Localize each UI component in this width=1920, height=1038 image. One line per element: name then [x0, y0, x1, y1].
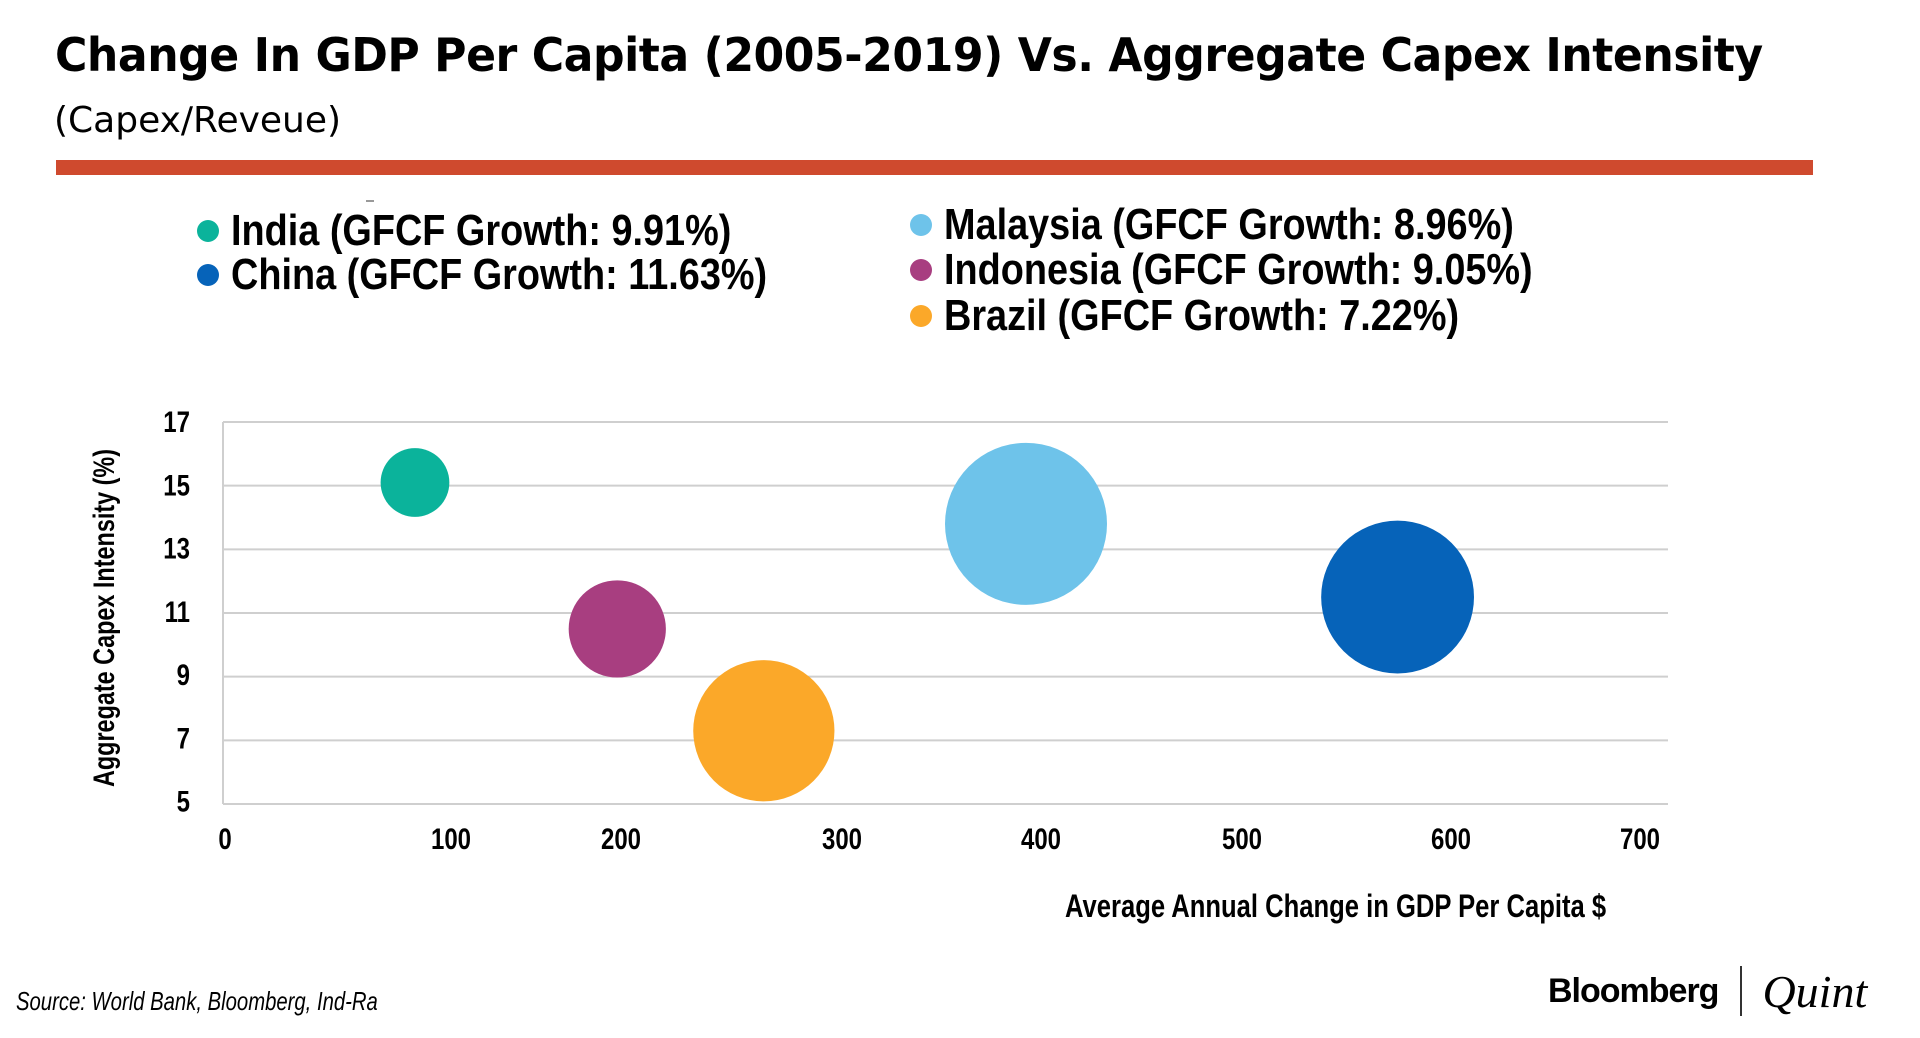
legend-dot-icon [910, 259, 932, 281]
bubble-malaysia [945, 442, 1108, 605]
legend-label: Brazil (GFCF Growth: 7.22%) [944, 291, 1460, 340]
legend-dot-icon [910, 214, 932, 236]
y-tick-label: 7 [177, 721, 190, 755]
legend-item-india: India (GFCF Growth: 9.91%) [197, 206, 813, 256]
y-tick-label: 5 [177, 784, 190, 818]
y-axis-title: Aggregate Capex Intensity (%) [88, 401, 122, 834]
x-tick-label: 400 [1021, 821, 1061, 855]
legend-label: Malaysia (GFCF Growth: 8.96%) [944, 200, 1514, 249]
x-tick-label: 200 [601, 821, 641, 855]
legend-label: India (GFCF Growth: 9.91%) [231, 206, 732, 255]
quint-logo-text: Quint [1762, 965, 1868, 1017]
bloomberg-logo-text: Bloomberg [1548, 971, 1719, 1010]
y-tick-label: 17 [163, 404, 190, 438]
x-tick-labels: 0 100 200 300 400 500 600 700 [218, 821, 1660, 855]
x-tick-label: 100 [431, 821, 471, 855]
logo-divider [1740, 966, 1743, 1016]
y-tick-label: 11 [165, 594, 190, 628]
legend-item-china: China (GFCF Growth: 11.63%) [197, 250, 854, 300]
bubble-brazil [693, 660, 835, 802]
publisher-logo: Bloomberg Quint [1548, 965, 1868, 1017]
x-tick-label: 700 [1620, 821, 1660, 855]
bubbles [380, 442, 1474, 802]
stray-mark [366, 200, 374, 202]
chart-title: Change In GDP Per Capita (2005-2019) Vs.… [55, 28, 1763, 82]
x-axis-title: Average Annual Change in GDP Per Capita … [1065, 888, 1607, 924]
bubble-china [1321, 520, 1474, 674]
x-tick-label: 0 [218, 821, 231, 855]
x-tick-label: 500 [1222, 821, 1262, 855]
bubble-india [380, 448, 450, 517]
x-tick-label: 600 [1431, 821, 1471, 855]
y-tick-labels: 17 15 13 11 9 7 5 [163, 404, 190, 818]
bubble-indonesia [568, 580, 666, 678]
x-tick-label: 300 [822, 821, 862, 855]
y-axis-title-text: Aggregate Capex Intensity (%) [88, 448, 121, 788]
legend-dot-icon [197, 220, 219, 242]
legend-label: China (GFCF Growth: 11.63%) [231, 250, 768, 299]
legend-label: Indonesia (GFCF Growth: 9.05%) [944, 245, 1533, 294]
title-rule [56, 160, 1813, 175]
legend-item-malaysia: Malaysia (GFCF Growth: 8.96%) [910, 200, 1607, 250]
legend-item-brazil: Brazil (GFCF Growth: 7.22%) [910, 291, 1543, 341]
y-tick-label: 9 [177, 657, 190, 691]
gridlines [222, 421, 1668, 805]
y-tick-label: 15 [163, 468, 190, 502]
legend-item-indonesia: Indonesia (GFCF Growth: 9.05%) [910, 245, 1629, 295]
source-note: Source: World Bank, Bloomberg, Ind-Ra [16, 986, 378, 1016]
legend-dot-icon [197, 264, 219, 286]
chart-subtitle: (Capex/Reveue) [54, 100, 342, 141]
legend-dot-icon [910, 305, 932, 327]
y-tick-label: 13 [163, 531, 190, 565]
